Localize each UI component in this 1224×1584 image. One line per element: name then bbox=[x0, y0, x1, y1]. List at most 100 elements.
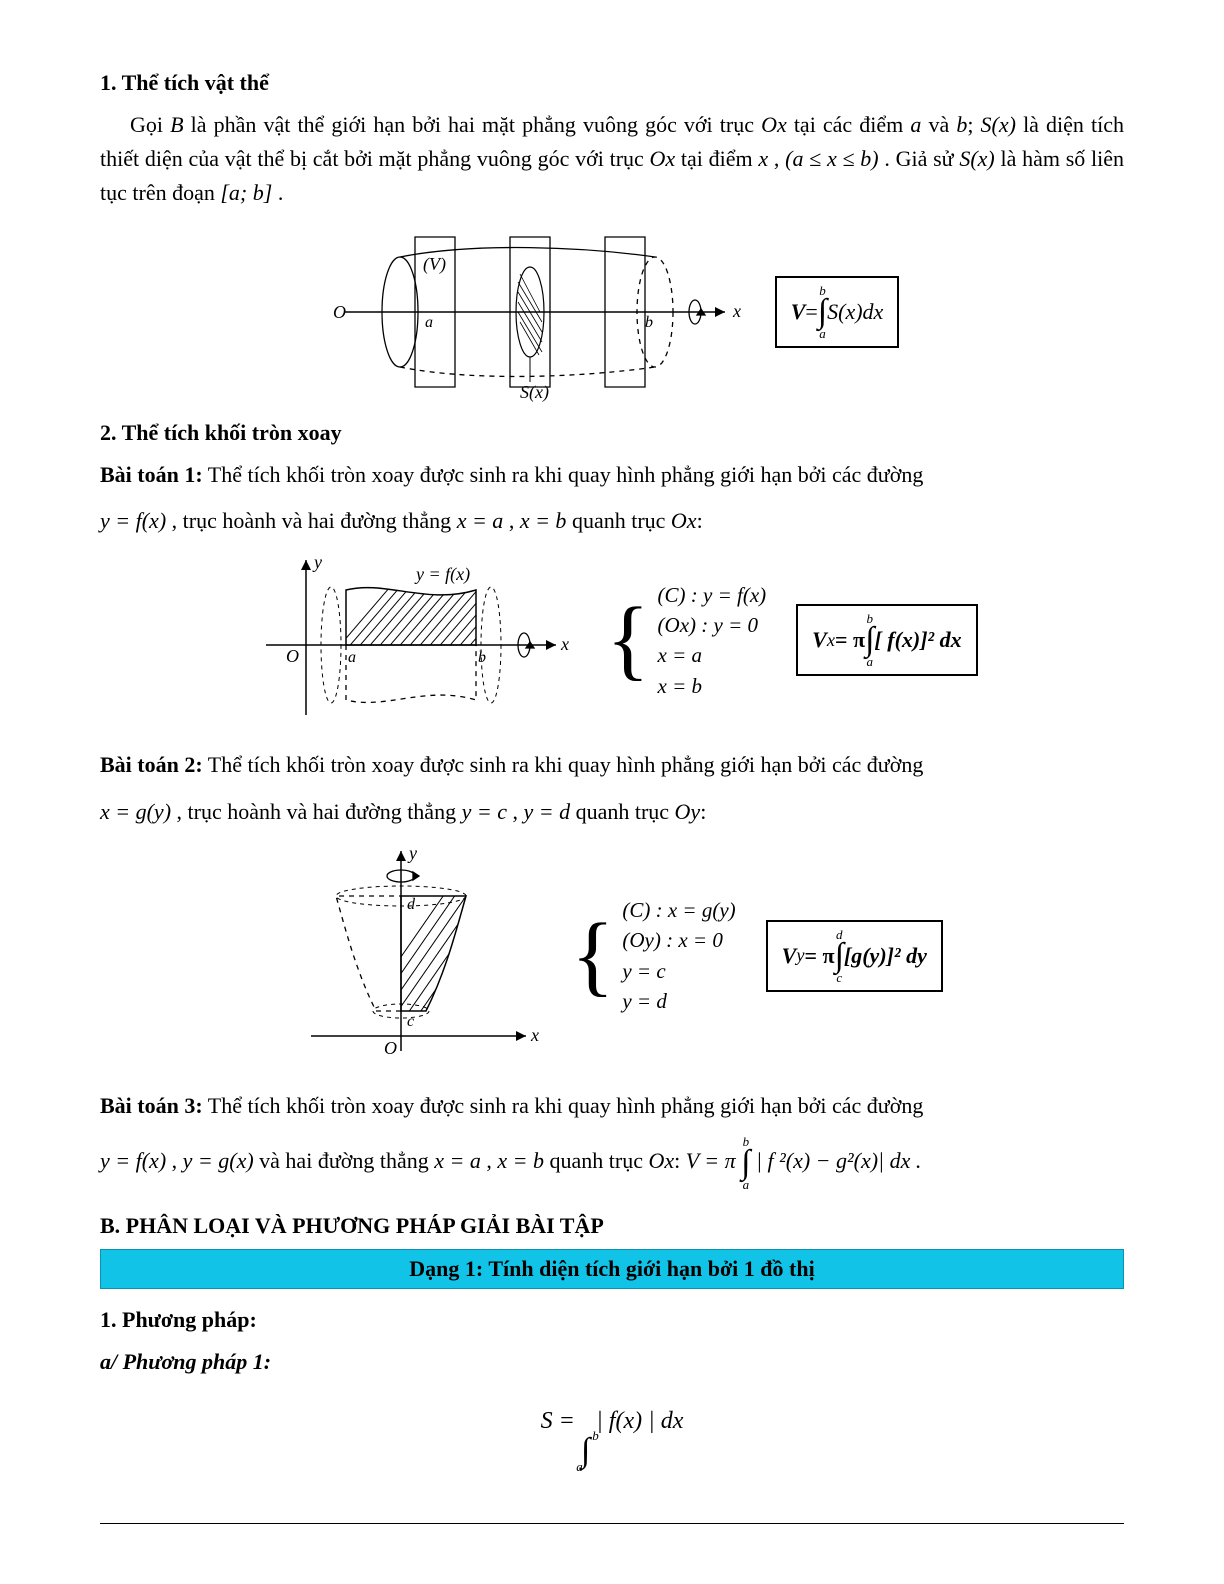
f2-rhs: [ f(x)]² dx bbox=[874, 627, 961, 653]
pp-formula: S = b ∫ a | f(x) | dx bbox=[100, 1403, 1124, 1479]
formula-rhs: S(x)dx bbox=[827, 299, 883, 325]
var-Sx: S(x) bbox=[981, 112, 1016, 137]
text: , bbox=[481, 1148, 498, 1173]
int-sym: ∫ bbox=[741, 1148, 750, 1178]
text: : bbox=[700, 799, 706, 824]
var-Ox: Ox bbox=[761, 112, 787, 137]
var-xb: x = b bbox=[520, 508, 567, 533]
bt1-text: Thể tích khối tròn xoay được sinh ra khi… bbox=[203, 462, 924, 487]
bt2-text: Thể tích khối tròn xoay được sinh ra khi… bbox=[203, 752, 924, 777]
bt2-label: Bài toán 2: bbox=[100, 752, 203, 777]
bt3-f-rhs: | f ²(x) − g²(x)| dx . bbox=[756, 1148, 921, 1173]
int-lo: a bbox=[743, 1178, 750, 1191]
conditions-1: { (C) : y = f(x) (Ox) : y = 0 x = a x = … bbox=[606, 580, 766, 702]
label-yfx: y = f(x) bbox=[414, 564, 470, 585]
footer-rule bbox=[100, 1523, 1124, 1524]
label-d: d bbox=[407, 896, 416, 913]
var-Sx: S(x) bbox=[959, 146, 994, 171]
bt1-label: Bài toán 1: bbox=[100, 462, 203, 487]
bt2-row2: x = g(y) , trục hoành và hai đường thẳng… bbox=[100, 795, 1124, 829]
bt3-f-lhs: V = π bbox=[686, 1148, 736, 1173]
bt1-row2: y = f(x) , trục hoành và hai đường thẳng… bbox=[100, 504, 1124, 538]
text: , bbox=[768, 146, 785, 171]
cond-l3: x = a bbox=[658, 640, 767, 670]
formula-2-box: Vx = π b ∫ a [ f(x)]² dx bbox=[796, 604, 977, 676]
label-a: a bbox=[348, 649, 356, 666]
var-ygx: y = g(x) bbox=[183, 1148, 254, 1173]
label-a: a bbox=[425, 314, 433, 331]
label-Sx: S(x) bbox=[520, 382, 549, 402]
var-yc: y = c bbox=[462, 799, 507, 824]
cond-l2: (Oy) : x = 0 bbox=[622, 925, 735, 955]
pp-f-lhs: S = bbox=[541, 1408, 581, 1434]
var-yfx: y = f(x) bbox=[100, 1148, 166, 1173]
pp-f-rhs: | f(x) | dx bbox=[596, 1408, 683, 1434]
label-c: c bbox=[407, 1013, 414, 1030]
formula-1-box: V = b ∫ a S(x)dx bbox=[775, 276, 900, 348]
text: : bbox=[697, 508, 703, 533]
f3-sub: y bbox=[796, 945, 804, 966]
text: , trục hoành và hai đường thẳng bbox=[171, 799, 462, 824]
figure-2-row: y x O bbox=[100, 550, 1124, 730]
text: Gọi bbox=[130, 112, 170, 137]
text: , trục hoành và hai đường thẳng bbox=[166, 508, 457, 533]
bt3-row1: Bài toán 3: Thể tích khối tròn xoay được… bbox=[100, 1089, 1124, 1123]
formula-eq: = bbox=[805, 299, 817, 325]
f3-eq: = π bbox=[804, 943, 834, 969]
label-b: b bbox=[645, 314, 653, 331]
figure-3-row: y x O d c bbox=[100, 841, 1124, 1071]
text: quanh trục bbox=[544, 1148, 648, 1173]
var-Ox: Ox bbox=[650, 146, 676, 171]
f3-V: V bbox=[782, 943, 797, 969]
var-xgy: x = g(y) bbox=[100, 799, 171, 824]
text: : bbox=[674, 1148, 686, 1173]
var-xa: x = a bbox=[457, 508, 504, 533]
text: , bbox=[503, 508, 520, 533]
origin: O bbox=[384, 1038, 397, 1058]
figure-2-diagram: y x O bbox=[246, 550, 576, 730]
var-b: b bbox=[956, 112, 967, 137]
var-xa: x = a bbox=[434, 1148, 481, 1173]
bt3-text: Thể tích khối tròn xoay được sinh ra khi… bbox=[203, 1093, 924, 1118]
integral-icon: b ∫ a bbox=[741, 1135, 750, 1191]
heading-2: 2. Thể tích khối tròn xoay bbox=[100, 420, 1124, 446]
brace-icon: { bbox=[571, 911, 614, 1001]
origin-label: O bbox=[333, 302, 346, 322]
integral-icon: b ∫ a bbox=[581, 1423, 590, 1479]
formula-V: V bbox=[791, 299, 806, 325]
pp-title: 1. Phương pháp: bbox=[100, 1307, 1124, 1333]
f2-eq: = π bbox=[835, 627, 865, 653]
var-Ox: Ox bbox=[648, 1148, 674, 1173]
cond-stack: (C) : x = g(y) (Oy) : x = 0 y = c y = d bbox=[622, 895, 735, 1017]
var-x: x bbox=[758, 146, 768, 171]
axis-x: x bbox=[560, 634, 569, 654]
cond-stack: (C) : y = f(x) (Ox) : y = 0 x = a x = b bbox=[658, 580, 767, 702]
var-B: B bbox=[170, 112, 183, 137]
text: , bbox=[507, 799, 524, 824]
var-a: a bbox=[910, 112, 921, 137]
bt2-row1: Bài toán 2: Thể tích khối tròn xoay được… bbox=[100, 748, 1124, 782]
var-yd: y = d bbox=[523, 799, 570, 824]
axis-y: y bbox=[407, 843, 417, 863]
conditions-2: { (C) : x = g(y) (Oy) : x = 0 y = c y = … bbox=[571, 895, 736, 1017]
var-Ox: Ox bbox=[671, 508, 697, 533]
heading-B: B. PHÂN LOẠI VÀ PHƯƠNG PHÁP GIẢI BÀI TẬP bbox=[100, 1213, 1124, 1239]
var-Oy: Oy bbox=[675, 799, 701, 824]
bt3-label: Bài toán 3: bbox=[100, 1093, 203, 1118]
int-lo: a bbox=[576, 1460, 583, 1473]
cond-l2: (Ox) : y = 0 bbox=[658, 610, 767, 640]
bt3-row2: y = f(x) , y = g(x) và hai đường thẳng x… bbox=[100, 1135, 1124, 1191]
text: ; bbox=[967, 112, 980, 137]
pp-sub: a/ Phương pháp 1: bbox=[100, 1345, 1124, 1379]
figure-3-diagram: y x O d c bbox=[281, 841, 541, 1071]
integral-icon: b ∫ a bbox=[818, 284, 827, 340]
formula-3-box: Vy = π d ∫ c [g(y)]² dy bbox=[766, 920, 943, 992]
integral-icon: d ∫ c bbox=[835, 928, 844, 984]
text: , bbox=[166, 1148, 183, 1173]
text: là phần vật thể giới hạn bởi hai mặt phẳ… bbox=[184, 112, 762, 137]
var-yfx: y = f(x) bbox=[100, 508, 166, 533]
text: . Giả sử bbox=[879, 146, 960, 171]
origin: O bbox=[286, 646, 299, 666]
text: . bbox=[272, 180, 283, 205]
label-V: (V) bbox=[423, 254, 446, 275]
